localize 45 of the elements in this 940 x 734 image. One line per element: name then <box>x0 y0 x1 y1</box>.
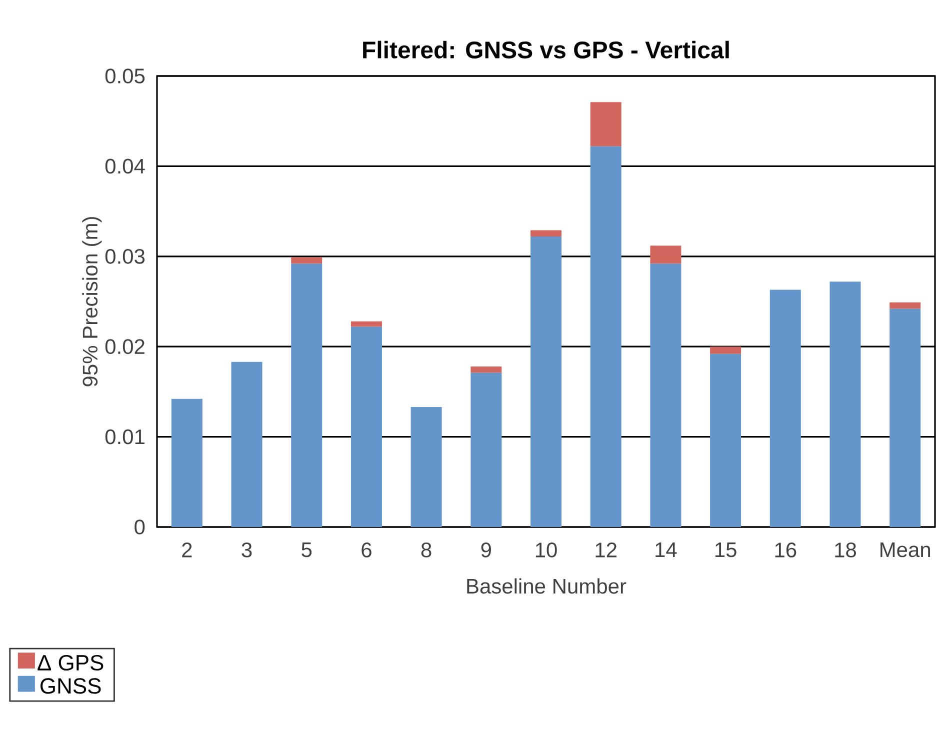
x-tick-label: 15 <box>715 542 736 558</box>
x-tick-label: 5 <box>302 542 312 558</box>
x-tick-label: 8 <box>421 542 432 558</box>
y-tick-label: 0.02 <box>105 339 144 354</box>
x-tick-label: Mean <box>880 542 930 558</box>
y-tick-label: 0 <box>134 520 145 534</box>
x-tick-label: 16 <box>775 542 796 558</box>
x-tick-label: 6 <box>362 542 372 558</box>
legend-label: Δ GPS <box>38 654 104 671</box>
x-tick-label: 9 <box>481 542 491 558</box>
x-tick-label: 10 <box>536 542 557 558</box>
bar <box>890 308 921 527</box>
bar <box>470 372 502 527</box>
x-tick-label: 18 <box>835 542 856 558</box>
x-tick-label: 3 <box>242 542 252 558</box>
bar <box>350 321 382 327</box>
y-tick-label: 0.04 <box>105 158 145 174</box>
bar <box>530 236 562 527</box>
bar <box>710 346 742 354</box>
bar <box>410 407 442 527</box>
x-axis-title: Baseline Number <box>467 578 626 594</box>
chart-title: Flitered: GNSS vs GPS - Vertical <box>363 40 729 58</box>
bar <box>291 264 322 527</box>
bar <box>830 282 861 527</box>
bar <box>650 264 682 527</box>
bar <box>890 302 921 309</box>
bar <box>650 246 682 264</box>
x-tick-label: 2 <box>182 542 192 558</box>
y-tick-label: 0.03 <box>105 248 145 264</box>
bar <box>350 326 382 527</box>
y-tick-label: 0.05 <box>105 68 145 84</box>
bar <box>530 230 562 237</box>
bar <box>770 290 801 527</box>
x-tick-label: 14 <box>656 542 677 557</box>
bar <box>470 366 502 373</box>
x-tick-label: 12 <box>596 542 616 558</box>
y-axis-title: 95% Precision (m) <box>82 217 102 386</box>
bar <box>291 257 322 264</box>
bar <box>171 398 202 527</box>
y-tick-label: 0.01 <box>105 429 144 444</box>
bar <box>710 354 742 527</box>
bar <box>590 102 622 146</box>
bar <box>590 146 622 527</box>
legend-label: GNSS <box>40 678 101 694</box>
bar <box>231 362 262 527</box>
